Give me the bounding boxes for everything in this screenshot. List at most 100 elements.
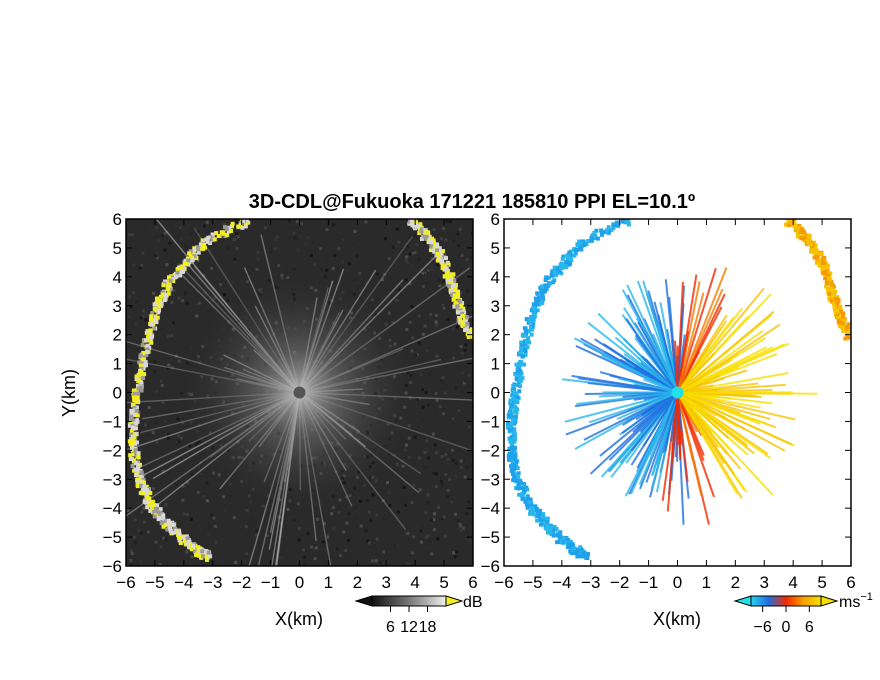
noise-cell: [465, 465, 469, 469]
ring-cell: [831, 284, 836, 289]
x-tick-label: −3: [203, 573, 222, 592]
ring-cell: [565, 257, 570, 262]
noise-cell: [268, 560, 272, 564]
ring-cell: [536, 296, 541, 301]
velocity-ray: [676, 307, 744, 394]
ring-cell: [216, 233, 221, 238]
ring-cell: [435, 251, 440, 256]
noise-cell: [145, 469, 149, 473]
noise-cell: [185, 550, 189, 554]
y-tick-label: −4: [103, 499, 122, 518]
ring-cell: [792, 219, 797, 222]
ring-cell: [230, 221, 235, 226]
noise-cell: [293, 236, 297, 240]
ring-cell: [516, 475, 521, 480]
ring-cell: [134, 409, 139, 414]
ring-cell: [515, 400, 520, 405]
ring-cell: [574, 550, 579, 555]
noise-cell: [205, 481, 209, 485]
noise-cell: [367, 541, 371, 545]
noise-cell: [368, 510, 372, 514]
noise-cell: [432, 512, 436, 516]
noise-cell: [153, 370, 157, 374]
noise-cell: [255, 533, 259, 537]
noise-cell: [183, 243, 187, 247]
noise-cell: [190, 473, 194, 477]
noise-cell: [144, 318, 148, 322]
ring-cell: [533, 296, 538, 301]
ring-cell: [211, 234, 216, 239]
y-tick-label: −4: [481, 499, 500, 518]
ring-cell: [460, 320, 465, 325]
noise-cell: [468, 539, 472, 543]
ring-cell: [509, 403, 514, 408]
velocity-ray: [677, 391, 792, 446]
ring-cell: [569, 258, 574, 263]
noise-cell: [426, 534, 430, 538]
ring-cell: [210, 232, 215, 237]
ring-cell: [581, 554, 586, 559]
ring-cell: [138, 475, 143, 480]
noise-cell: [168, 242, 172, 246]
noise-cell: [312, 262, 316, 266]
ring-cell: [522, 362, 527, 367]
ring-cell: [512, 427, 517, 432]
ring-cell: [135, 477, 140, 482]
noise-cell: [177, 359, 181, 363]
noise-cell: [135, 322, 139, 326]
ring-cell: [513, 451, 518, 456]
noise-cell: [160, 234, 164, 238]
ring-cell: [536, 513, 541, 518]
velocity-ray: [651, 392, 679, 446]
ring-cell: [206, 550, 211, 555]
ring-cell: [575, 243, 580, 248]
noise-cell: [424, 536, 428, 540]
ring-cell: [451, 297, 456, 302]
ring-cell: [509, 420, 514, 425]
ring-cell: [134, 431, 139, 436]
noise-cell: [205, 220, 209, 224]
ring-cell: [450, 292, 455, 297]
noise-cell: [269, 250, 273, 254]
noise-cell: [470, 245, 473, 249]
ring-cell: [508, 406, 513, 411]
ring-cell: [519, 346, 524, 351]
noise-cell: [322, 522, 326, 526]
ring-cell: [535, 510, 540, 515]
noise-cell: [392, 245, 396, 249]
ring-cell: [164, 282, 169, 287]
noise-cell: [268, 246, 272, 250]
ring-cell: [459, 303, 464, 308]
noise-cell: [417, 456, 421, 460]
ring-cell: [192, 549, 197, 554]
noise-cell: [245, 552, 249, 556]
noise-cell: [348, 505, 352, 509]
ring-cell: [214, 231, 219, 236]
noise-cell: [438, 405, 442, 409]
x-tick-label: 6: [468, 573, 477, 592]
noise-cell: [200, 232, 204, 236]
ring-cell: [571, 247, 576, 252]
ring-cell: [589, 236, 594, 241]
ring-cell: [808, 239, 813, 244]
noise-cell: [166, 432, 170, 436]
noise-cell: [164, 503, 168, 507]
ring-cell: [528, 316, 533, 321]
velocity-ray: [630, 391, 679, 452]
noise-cell: [415, 242, 419, 246]
ring-cell: [570, 543, 575, 548]
noise-cell: [273, 247, 277, 251]
ring-cell: [199, 246, 204, 251]
noise-cell: [446, 494, 450, 498]
ring-cell: [514, 460, 519, 465]
ring-cell: [200, 238, 205, 243]
noise-cell: [170, 300, 174, 304]
ring-cell: [144, 352, 149, 357]
noise-cell: [434, 314, 438, 318]
noise-cell: [419, 529, 423, 533]
ring-cell: [141, 491, 146, 496]
ring-cell: [524, 340, 529, 345]
noise-cell: [366, 539, 370, 543]
velocity-ray: [677, 384, 714, 394]
noise-cell: [423, 324, 427, 328]
